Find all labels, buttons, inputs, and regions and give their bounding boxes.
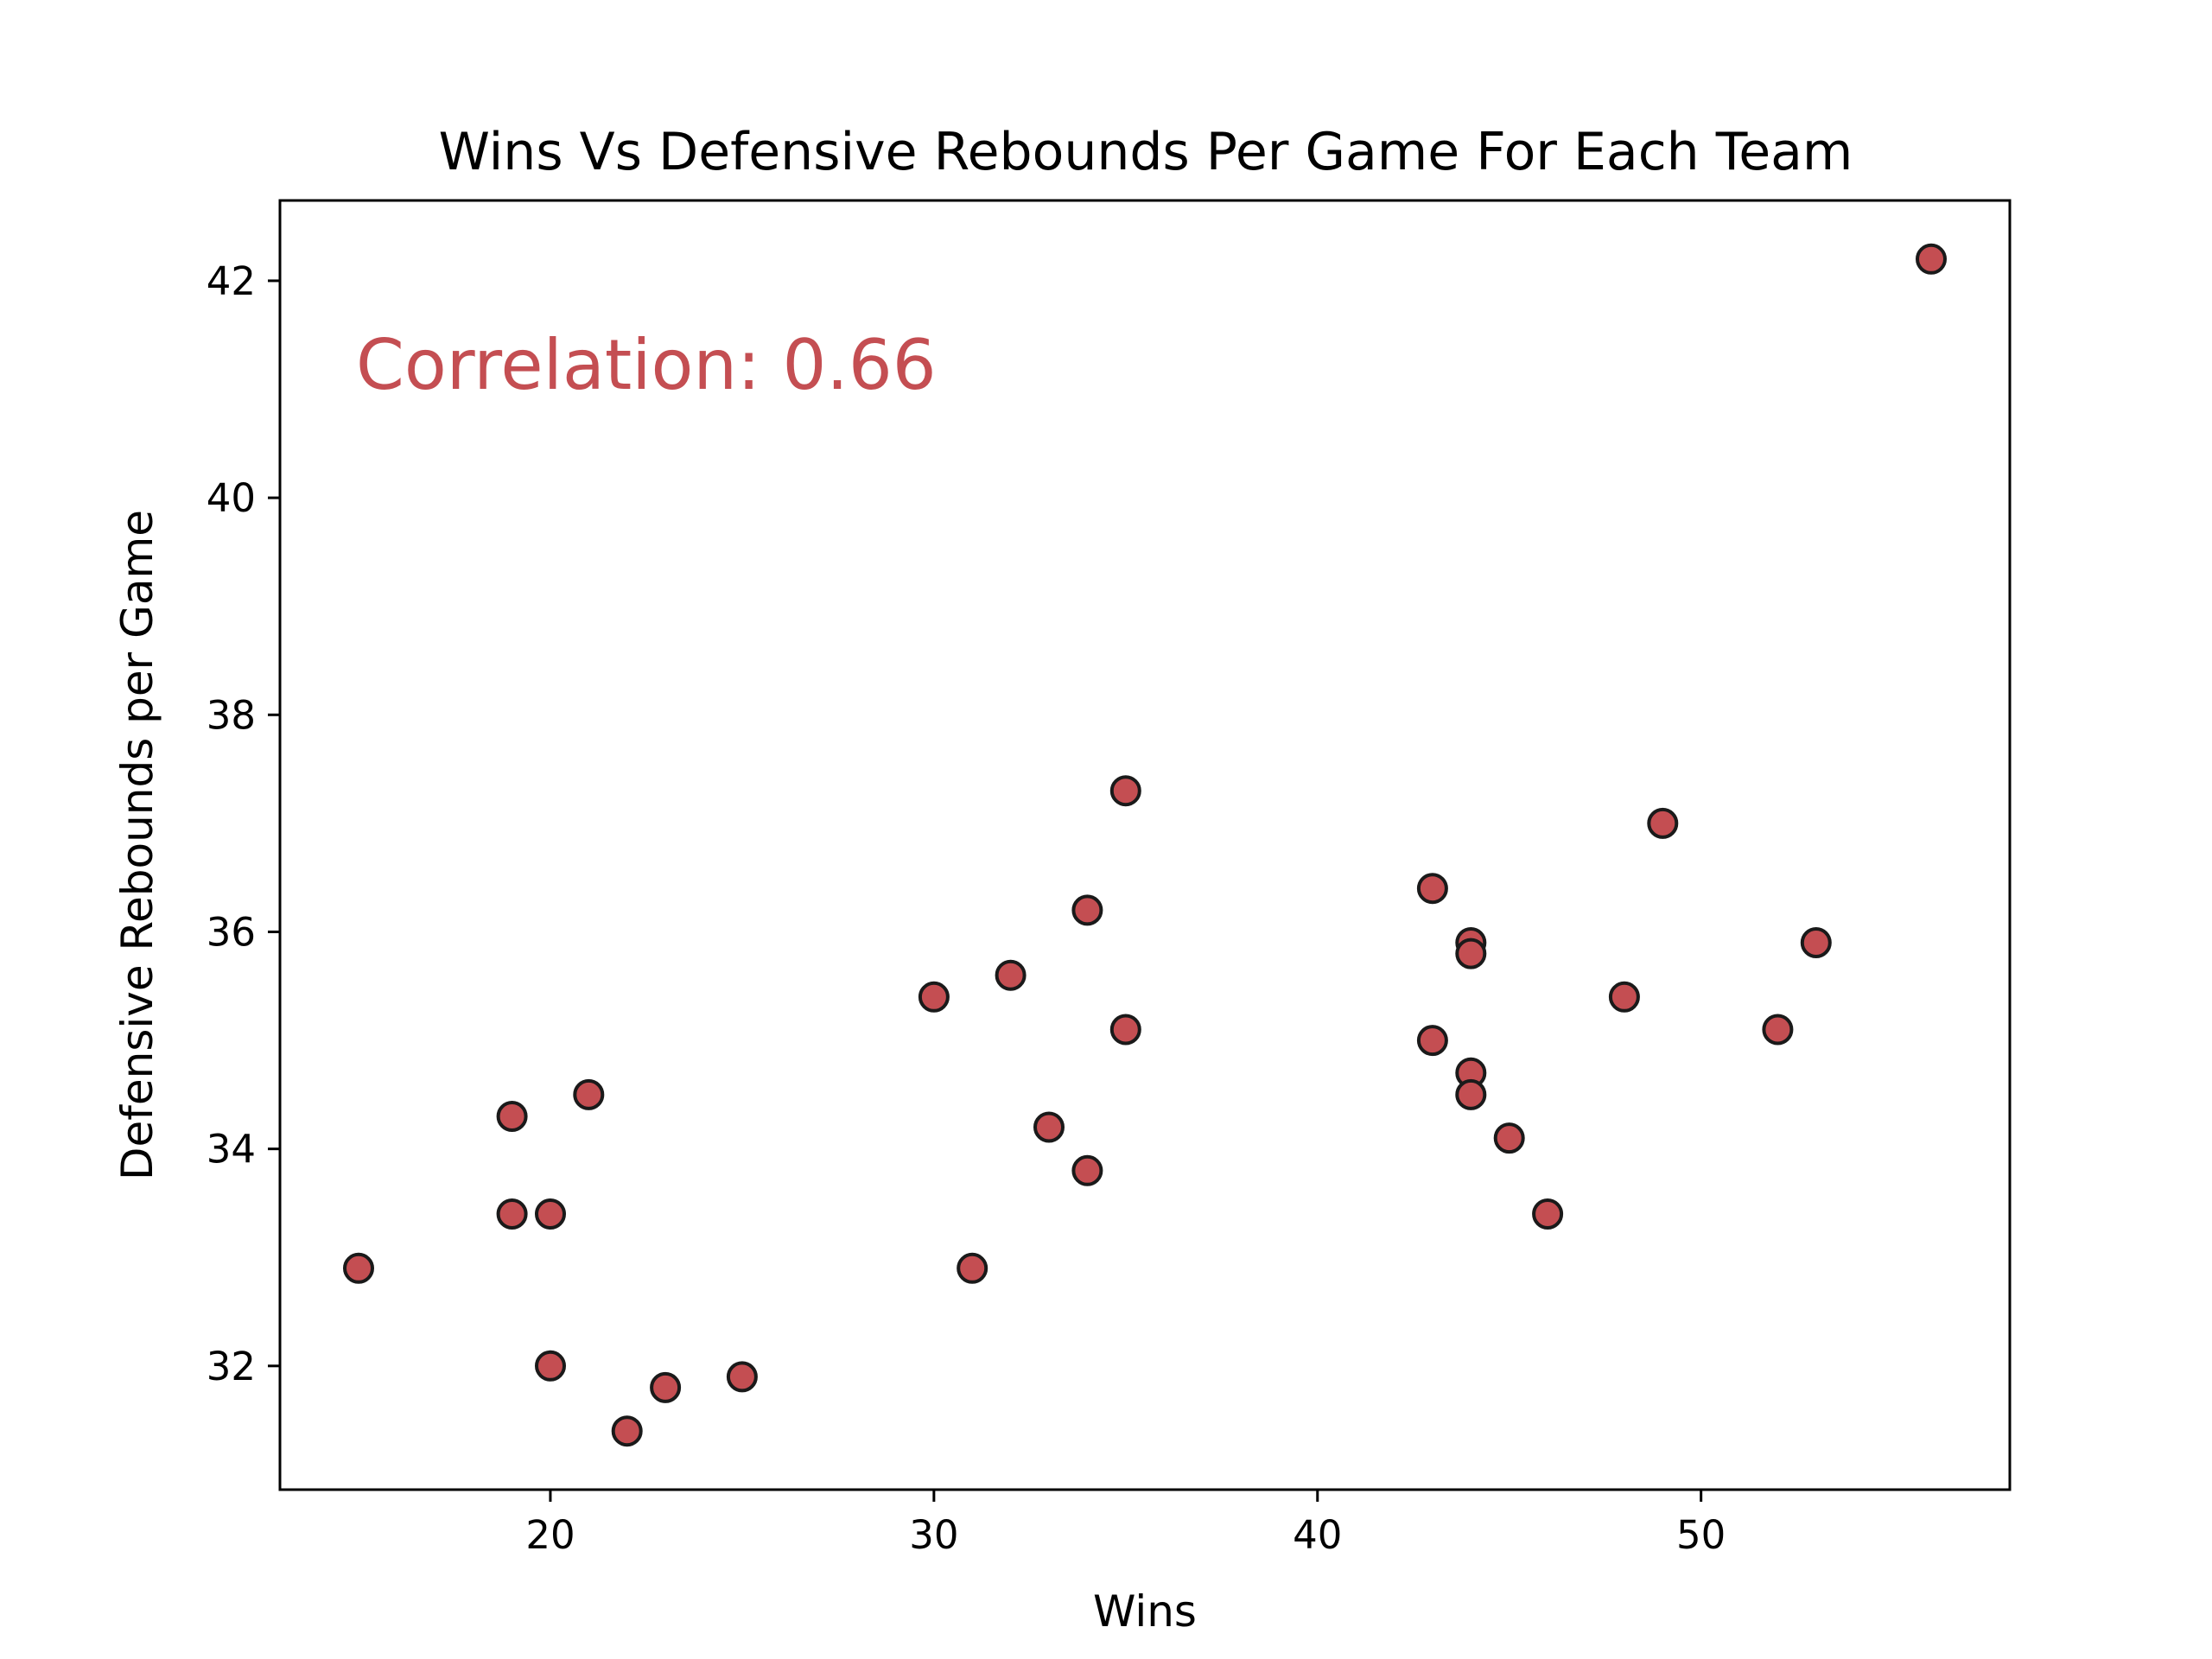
data-point <box>496 1198 528 1230</box>
data-point <box>1071 894 1103 926</box>
data-point <box>1071 1154 1103 1186</box>
data-point <box>1532 1198 1564 1230</box>
x-tick-label: 20 <box>525 1512 575 1558</box>
data-point <box>957 1252 988 1284</box>
points-layer <box>343 243 1947 1447</box>
data-point <box>1109 775 1141 807</box>
data-point <box>611 1415 643 1447</box>
data-point <box>496 1101 528 1132</box>
data-point <box>1109 1014 1141 1046</box>
x-tick-label: 50 <box>1676 1512 1726 1558</box>
data-point <box>573 1078 605 1110</box>
x-axis-label: Wins <box>1093 1586 1197 1637</box>
data-point <box>535 1350 566 1382</box>
data-point <box>726 1361 758 1393</box>
data-point <box>1033 1111 1065 1143</box>
data-point <box>1916 243 1947 275</box>
y-tick-label: 38 <box>207 692 256 738</box>
data-point <box>1493 1122 1525 1154</box>
y-tick-label: 36 <box>207 909 256 955</box>
data-point <box>1416 1025 1448 1057</box>
data-point <box>1455 938 1487 969</box>
data-point <box>1455 1078 1487 1110</box>
y-tick-label: 40 <box>207 475 256 521</box>
correlation-annotation: Correlation: 0.66 <box>356 325 937 405</box>
data-point <box>1800 927 1832 958</box>
y-tick-label: 42 <box>207 258 256 304</box>
data-point <box>535 1198 566 1230</box>
data-point <box>650 1371 682 1403</box>
y-tick-label: 32 <box>207 1344 256 1389</box>
x-tick-label: 30 <box>909 1512 958 1558</box>
y-axis-label: Defensive Rebounds per Game <box>112 510 162 1180</box>
y-tick-label: 34 <box>207 1127 256 1173</box>
plot-area-frame <box>278 199 2012 1491</box>
data-point <box>995 959 1027 991</box>
chart-title: Wins Vs Defensive Rebounds Per Game For … <box>439 122 1853 182</box>
data-point <box>1647 807 1679 839</box>
x-tick-label: 40 <box>1293 1512 1342 1558</box>
data-point <box>1762 1014 1794 1046</box>
data-point <box>1416 873 1448 905</box>
data-point <box>918 981 950 1013</box>
ticks-layer: 20 30 40 50 32 34 36 38 40 42 <box>207 258 1726 1558</box>
data-point <box>1608 981 1640 1013</box>
data-point <box>343 1252 374 1284</box>
